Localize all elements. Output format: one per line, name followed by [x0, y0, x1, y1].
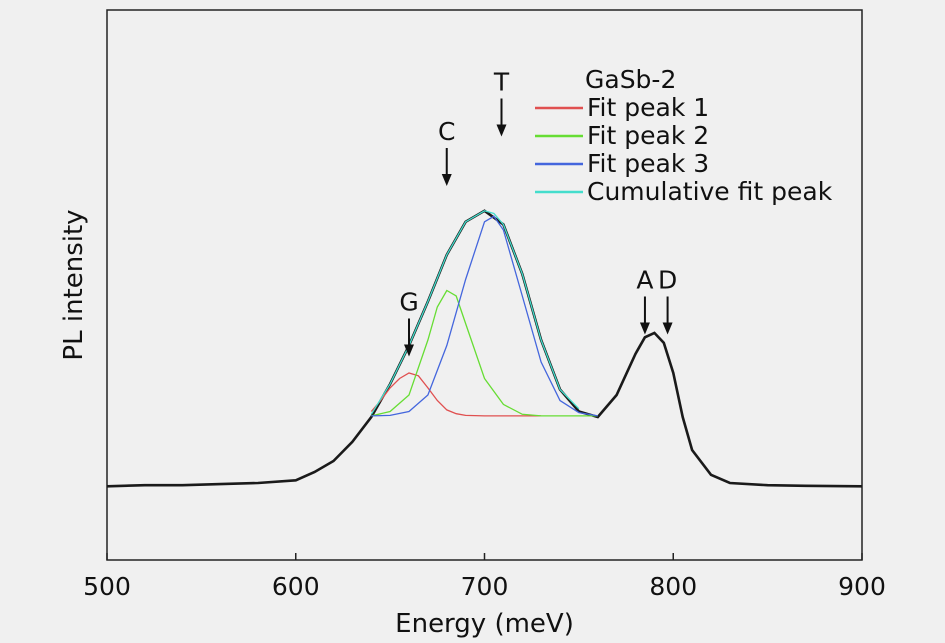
peak-label-t: T [493, 68, 510, 137]
series-fit-peak-3 [371, 215, 598, 417]
x-axis-ticks: 500 600 700 800 900 [83, 553, 886, 601]
x-tick-label: 600 [272, 572, 320, 601]
plot-frame [106, 9, 863, 561]
series-fit-peak-2 [371, 289, 598, 417]
legend-item: Cumulative fit peak [535, 177, 833, 206]
x-axis-title: Energy (meV) [395, 609, 574, 639]
svg-text:G: G [399, 288, 418, 317]
peak-label-d: D [658, 266, 677, 335]
legend-label: Cumulative fit peak [587, 177, 833, 206]
peak-label-a: A [636, 266, 653, 335]
peak-label-c: C [438, 117, 455, 186]
legend-title: GaSb-2 [585, 65, 676, 94]
svg-text:A: A [636, 266, 653, 295]
series-fit-peak-1 [370, 372, 542, 417]
y-axis-title: PL intensity [59, 209, 89, 360]
svg-text:C: C [438, 117, 455, 146]
svg-text:T: T [493, 68, 510, 97]
x-tick-label: 800 [649, 572, 697, 601]
peak-annotations: G C T A D [399, 68, 677, 357]
peak-label-g: G [399, 288, 419, 357]
legend-label: Fit peak 2 [587, 121, 709, 150]
legend-item: Fit peak 1 [535, 93, 709, 122]
x-tick-label: 500 [83, 572, 131, 601]
svg-text:D: D [658, 266, 677, 295]
legend-label: Fit peak 1 [587, 93, 709, 122]
legend-label: Fit peak 3 [587, 149, 709, 178]
x-tick-label: 700 [461, 572, 509, 601]
x-tick-label: 900 [838, 572, 886, 601]
series-layer [106, 209, 863, 488]
legend-item: Fit peak 3 [535, 149, 709, 178]
series-data [106, 209, 863, 488]
legend-item: Fit peak 2 [535, 121, 709, 150]
